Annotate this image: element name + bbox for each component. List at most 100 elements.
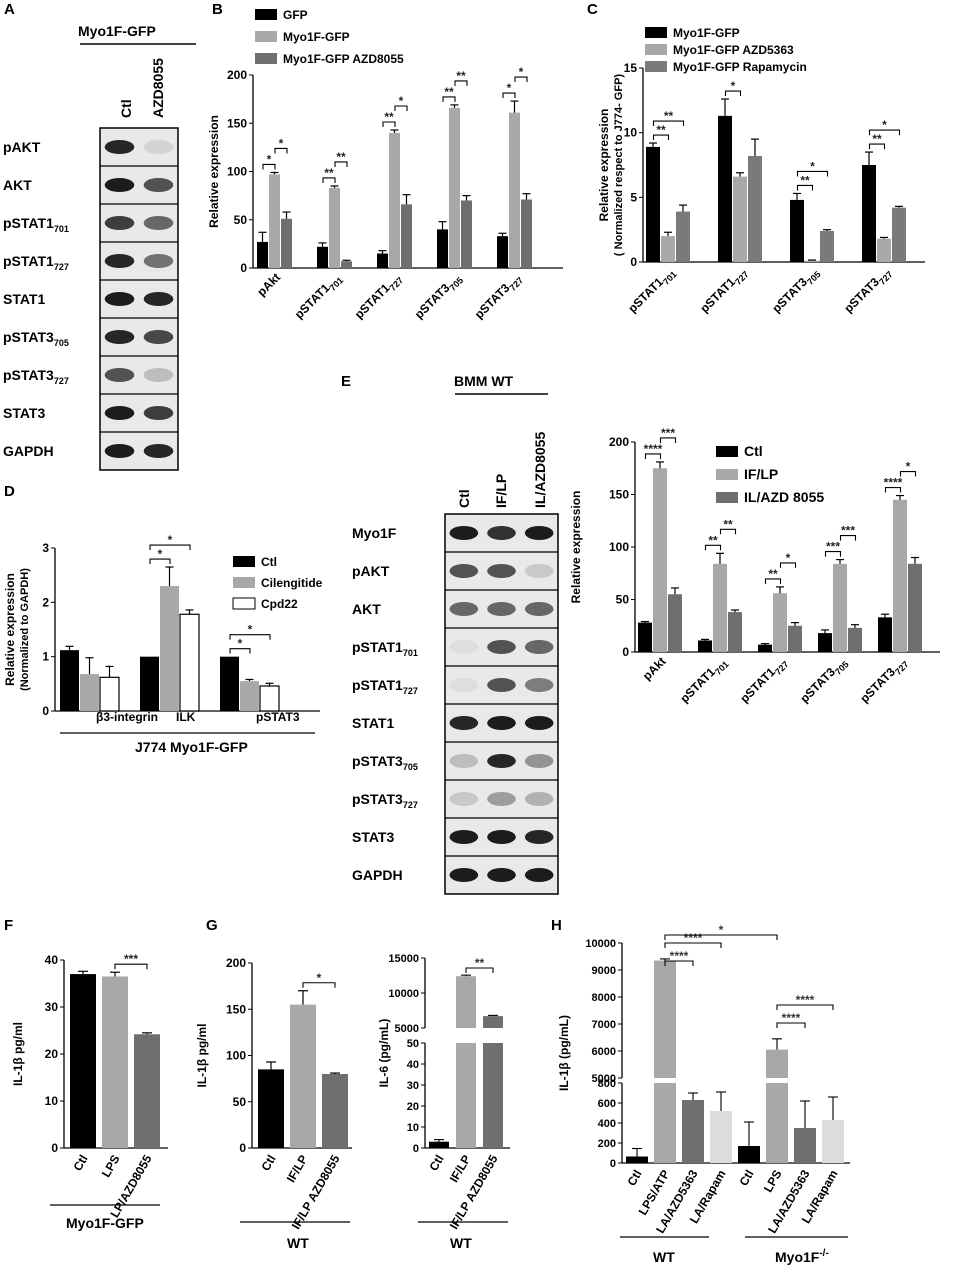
significance-bracket — [644, 453, 662, 459]
significance-bracket — [776, 1022, 806, 1028]
blot-e-band — [524, 564, 554, 578]
y-tick-label: 200 — [598, 1138, 616, 1150]
significance-bracket — [664, 960, 694, 966]
y-tick-label: 15000 — [388, 953, 419, 965]
blot-a-group-label: Myo1F-GFP — [78, 23, 156, 39]
blot-e-band — [524, 716, 554, 730]
significance-bracket — [868, 143, 886, 150]
significance-bracket — [229, 648, 251, 654]
bar — [661, 236, 675, 262]
significance-bracket — [302, 982, 336, 988]
bar — [281, 218, 292, 268]
bar — [449, 107, 460, 268]
bar — [718, 115, 732, 262]
blot-a-row-label: GAPDH — [3, 443, 54, 459]
blot-e-band — [524, 792, 554, 806]
bar — [483, 1043, 503, 1148]
x-tick-label: ILK — [176, 710, 196, 724]
x-tick-label: pSTAT3705 — [769, 264, 822, 317]
blot-a-band — [104, 444, 135, 458]
blot-a-row-label: pAKT — [3, 139, 41, 155]
y-tick-label: 100 — [227, 165, 247, 179]
blot-e-band — [487, 678, 516, 692]
blot-e-band — [449, 716, 479, 730]
significance-label: *** — [661, 426, 675, 440]
group-label-g1: WT — [240, 1221, 350, 1251]
bar — [269, 174, 280, 268]
blot-e-band — [487, 716, 516, 730]
legend-swatch — [232, 597, 256, 610]
blot-a-band — [104, 178, 135, 192]
significance-label: * — [158, 547, 163, 561]
significance-label: **** — [670, 949, 689, 963]
bar — [329, 187, 340, 268]
panel-letter-g: G — [206, 917, 218, 934]
blot-e-band — [487, 754, 516, 768]
bar — [240, 681, 259, 711]
x-tick-label: pSTAT3705 — [412, 270, 465, 323]
bar — [290, 1004, 316, 1148]
bar — [626, 1156, 648, 1163]
bar — [179, 613, 200, 712]
x-tick-label: β3-integrin — [96, 710, 158, 724]
bar — [638, 622, 652, 652]
significance-label: * — [248, 623, 253, 637]
x-tick-label: pSTAT3 — [256, 710, 300, 724]
significance-bracket — [779, 562, 797, 568]
panel-letter-b: B — [212, 1, 223, 18]
blot-e-band — [487, 564, 516, 578]
x-tick-label: pSTAT3705 — [797, 654, 850, 707]
y-tick-label: 50 — [407, 1038, 419, 1050]
bar — [429, 1141, 449, 1148]
blot-a-band — [104, 368, 135, 382]
significance-label: ** — [708, 533, 718, 547]
significance-label: * — [519, 65, 524, 79]
significance-bracket — [764, 578, 782, 584]
chart-b: 0 50 100 150 200 Relative expression pAkt pSTAT… — [207, 8, 563, 323]
significance-bracket — [652, 120, 685, 127]
y-tick-label: 50 — [233, 1095, 247, 1109]
blot-e-lane-1: Ctl — [456, 489, 472, 508]
blot-e-row-label: STAT1 — [352, 715, 394, 731]
group-label-d: J774 Myo1F-GFP — [135, 739, 248, 755]
blot-a-band — [104, 330, 135, 344]
legend-swatch — [716, 446, 738, 457]
significance-label: * — [882, 118, 887, 132]
x-tick-label: Ctl — [258, 1153, 278, 1174]
blot-e-row-label: pAKT — [352, 563, 390, 579]
bar — [862, 165, 876, 262]
x-tick-label: pSTAT3727 — [841, 264, 894, 317]
bar — [653, 468, 667, 652]
legend-label: Cpd22 — [261, 597, 298, 611]
bar — [317, 246, 328, 268]
blot-a-row-label: pSTAT3705 — [3, 329, 69, 348]
bar — [748, 155, 762, 262]
y-tick-label: 0 — [630, 255, 637, 269]
blot-e-band — [487, 602, 516, 616]
significance-bracket — [652, 134, 670, 141]
y-tick-label: 600 — [598, 1098, 616, 1110]
bar — [497, 236, 508, 268]
significance-label: **** — [782, 1011, 801, 1025]
legend-label: Myo1F-GFP AZD5363 — [673, 43, 794, 57]
y-tick-label: 3 — [42, 541, 49, 555]
bar — [794, 1128, 816, 1163]
legend-label: Myo1F-GFP — [673, 26, 740, 40]
significance-bracket — [229, 634, 271, 640]
significance-bracket — [514, 76, 528, 83]
legend-label: Ctl — [261, 555, 277, 569]
blot-a-band — [143, 292, 174, 306]
bar — [654, 1083, 676, 1163]
blot-a-band — [143, 178, 174, 192]
blot-a-band — [143, 406, 174, 420]
y-tick-label: 6000 — [592, 1046, 616, 1058]
legend-swatch — [716, 469, 738, 480]
panel-letter-h: H — [551, 917, 562, 934]
y-axis-label: IL-6 (pg/mL) — [377, 1019, 391, 1088]
blot-e-band — [487, 830, 516, 844]
x-tick-label: pSTAT3727 — [472, 270, 525, 323]
bar — [790, 199, 804, 262]
x-tick-label: IF/LP — [284, 1153, 311, 1185]
